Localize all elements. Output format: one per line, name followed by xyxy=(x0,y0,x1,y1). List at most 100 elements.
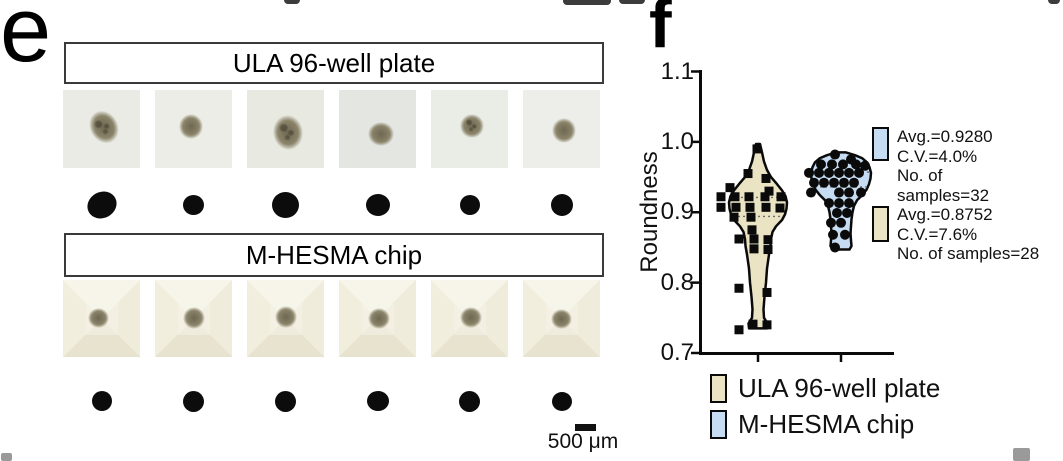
data-point-circle xyxy=(840,229,850,240)
data-point-square xyxy=(761,173,771,183)
data-point-square xyxy=(734,325,744,335)
crop-artifact xyxy=(563,0,611,5)
spheroid xyxy=(367,122,394,146)
spheroid xyxy=(551,117,576,143)
data-point-square xyxy=(716,202,726,212)
crop-artifact xyxy=(1013,448,1030,461)
panel-f-label: f xyxy=(649,0,672,62)
data-point-circle xyxy=(832,207,842,218)
data-point-square xyxy=(743,169,753,179)
binary-mask xyxy=(459,195,480,215)
scale-bar-label: 500 μm xyxy=(547,430,619,453)
spheroid xyxy=(459,307,482,328)
spheroid xyxy=(178,113,203,139)
data-point-circle xyxy=(809,177,819,188)
data-point-circle xyxy=(814,167,824,178)
data-point-circle xyxy=(844,167,854,178)
data-point-square xyxy=(729,212,739,222)
microwell-image xyxy=(523,280,600,357)
annotation-text: C.V.=4.0% xyxy=(897,146,978,166)
binary-mask xyxy=(183,195,204,215)
annotation-text: samples=32 xyxy=(897,185,990,205)
data-point-square xyxy=(748,319,758,329)
ula-plate-title: ULA 96-well plate xyxy=(232,47,436,78)
legend-row-mhesma: M-HESMA chip xyxy=(710,409,914,440)
data-point-circle xyxy=(830,149,840,160)
binary-mask xyxy=(91,391,112,411)
data-point-circle xyxy=(838,159,848,170)
binary-mask xyxy=(551,391,572,411)
data-point-circle xyxy=(834,167,844,178)
spheroid xyxy=(367,308,390,329)
data-point-circle xyxy=(829,177,839,188)
well-image xyxy=(431,90,508,168)
data-point-circle xyxy=(828,229,838,240)
data-point-square xyxy=(734,283,744,293)
scale-bar xyxy=(575,424,596,431)
data-point-circle xyxy=(836,217,846,228)
binary-mask xyxy=(183,390,204,412)
data-point-square xyxy=(744,192,754,202)
data-point-square xyxy=(763,235,773,245)
spheroid xyxy=(459,114,484,138)
annotation-text: C.V.=7.6% xyxy=(897,224,978,244)
data-point-square xyxy=(752,144,762,154)
data-point-square xyxy=(760,192,770,202)
microwell-image xyxy=(63,280,140,357)
data-point-circle xyxy=(816,159,826,170)
data-point-square xyxy=(775,203,785,213)
annotation-text: No. of samples=28 xyxy=(897,244,1040,263)
ula-plate-header: ULA 96-well plate xyxy=(64,42,604,84)
data-point-circle xyxy=(854,167,864,178)
crop-artifact xyxy=(284,0,300,4)
data-point-circle xyxy=(856,187,866,198)
data-point-circle xyxy=(844,198,854,209)
annotation-text: Avg.=0.9280 xyxy=(897,127,993,146)
binary-mask xyxy=(550,194,573,216)
data-point-circle xyxy=(819,177,829,188)
legend-swatch-ula xyxy=(710,374,727,403)
legend-swatch-mhesma xyxy=(710,410,727,439)
data-point-circle xyxy=(806,187,816,198)
crop-artifact xyxy=(1,453,12,461)
legend-row-ula: ULA 96-well plate xyxy=(710,373,940,404)
y-tick-label: 1.0 xyxy=(660,127,694,155)
binary-mask xyxy=(366,391,389,411)
binary-mask xyxy=(272,192,299,218)
data-point-square xyxy=(734,234,744,244)
data-point-square xyxy=(716,192,726,202)
mhesma-chip-header: M-HESMA chip xyxy=(64,233,604,277)
y-tick-label: 0.8 xyxy=(660,268,694,296)
legend-label-ula: ULA 96-well plate xyxy=(738,373,941,403)
data-point-circle xyxy=(844,187,854,198)
data-point-square xyxy=(731,202,741,212)
y-tick-label: 0.9 xyxy=(660,198,694,226)
data-point-square xyxy=(749,244,759,254)
data-point-circle xyxy=(827,159,837,170)
well-image xyxy=(155,90,232,168)
data-point-circle xyxy=(860,160,870,171)
binary-mask xyxy=(275,390,296,412)
data-point-square xyxy=(725,183,735,193)
spheroid-speckles xyxy=(459,114,484,138)
data-point-square xyxy=(761,202,771,212)
well-image xyxy=(339,90,416,168)
microwell-image xyxy=(339,280,416,357)
spheroid xyxy=(551,308,572,329)
y-tick-label: 1.1 xyxy=(660,57,694,85)
data-point-square xyxy=(730,192,740,202)
crop-artifact xyxy=(1048,0,1060,4)
annotation-swatch xyxy=(872,206,889,242)
data-point-circle xyxy=(849,177,859,188)
data-point-square xyxy=(749,234,759,244)
spheroid xyxy=(88,307,109,328)
data-point-circle xyxy=(824,167,834,178)
binary-mask xyxy=(459,390,480,412)
data-point-square xyxy=(763,245,773,255)
